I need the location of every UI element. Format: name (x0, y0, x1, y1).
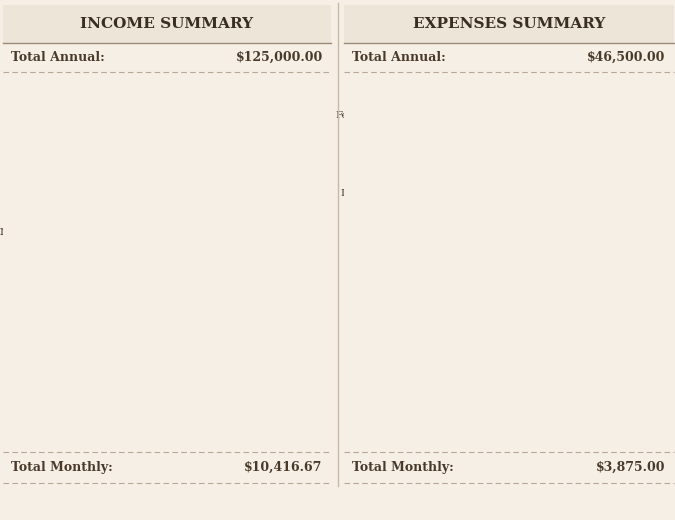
Text: Total Annual:: Total Annual: (352, 50, 446, 63)
Bar (449, 109, 583, 119)
Text: EXPENSES SUMMARY: EXPENSES SUMMARY (412, 17, 605, 31)
Bar (449, 285, 456, 295)
Bar (449, 363, 451, 374)
Bar (449, 167, 477, 178)
Bar (449, 265, 456, 276)
Bar (449, 226, 461, 237)
Text: Total Monthly:: Total Monthly: (352, 461, 454, 474)
Bar (449, 245, 456, 256)
Bar (449, 128, 504, 139)
Text: $46,500.00: $46,500.00 (587, 50, 666, 63)
Text: INCOME SUMMARY: INCOME SUMMARY (80, 17, 254, 31)
Bar (449, 148, 496, 159)
Bar (108, 89, 278, 121)
Bar (449, 383, 451, 394)
Text: $10,416.67: $10,416.67 (244, 461, 323, 474)
Bar (108, 214, 113, 246)
Bar (108, 151, 145, 184)
Text: $3,875.00: $3,875.00 (596, 461, 666, 474)
Text: Total Monthly:: Total Monthly: (11, 461, 113, 474)
Bar (449, 187, 466, 198)
Text: $125,000.00: $125,000.00 (236, 50, 323, 63)
Bar (449, 324, 455, 335)
Bar (449, 89, 608, 100)
Bar (449, 344, 451, 354)
Text: Total Annual:: Total Annual: (11, 50, 105, 63)
Bar (449, 304, 455, 315)
Bar (449, 206, 461, 217)
